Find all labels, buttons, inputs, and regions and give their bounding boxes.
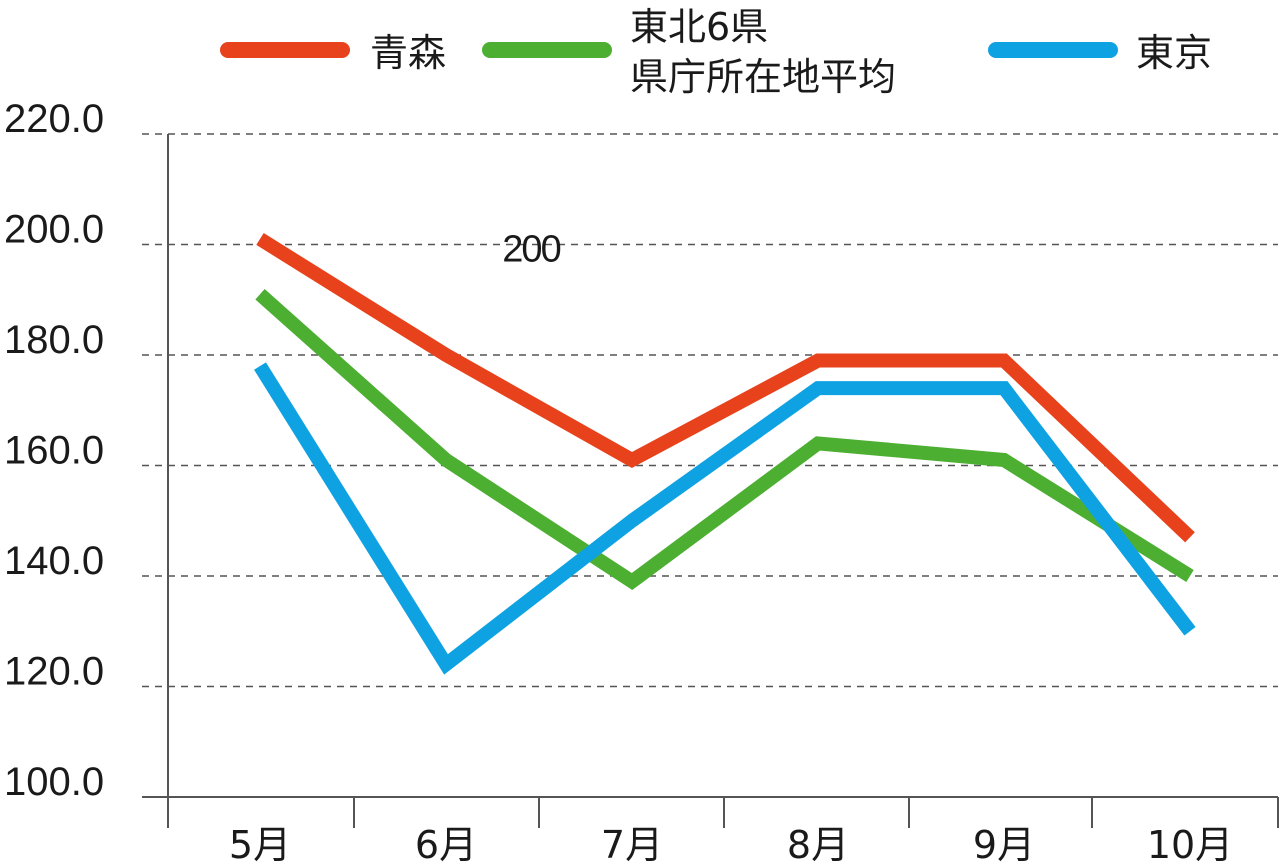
axes [142,134,1279,828]
x-tick-label: 9月 [973,823,1035,865]
y-axis-tick-labels: 100.0 120.0 140.0 160.0 180.0 200.0 220.0 [4,97,104,804]
annotation-label: 200 [502,229,560,271]
y-tick-label: 160.0 [4,429,104,473]
x-axis-tick-labels: 5月 6月 7月 8月 9月 10月 [229,823,1233,865]
annotations: 200 [502,229,562,271]
x-tick-label: 5月 [229,823,291,865]
x-tick-label: 10月 [1147,823,1233,865]
y-tick-label: 140.0 [4,539,104,583]
series-lines [254,233,1196,675]
y-tick-label: 120.0 [4,650,104,694]
series-line [255,288,1194,591]
legend-label: 東京 [1136,31,1212,75]
y-tick-label: 100.0 [4,760,104,804]
legend: 青森 東北6県県庁所在地平均 東京 [220,5,1212,99]
y-tick-label: 200.0 [4,208,104,252]
series-line [256,233,1195,543]
y-tick-label: 220.0 [4,97,104,141]
series-line [254,362,1196,675]
y-tick-label: 180.0 [4,318,104,362]
legend-label: 青森 [370,31,446,75]
x-tick-label: 8月 [787,823,849,865]
x-tick-label: 7月 [601,823,663,865]
grid-lines [142,133,1278,688]
x-tick-label: 6月 [415,823,477,865]
legend-label: 東北6県県庁所在地平均 [630,5,896,99]
